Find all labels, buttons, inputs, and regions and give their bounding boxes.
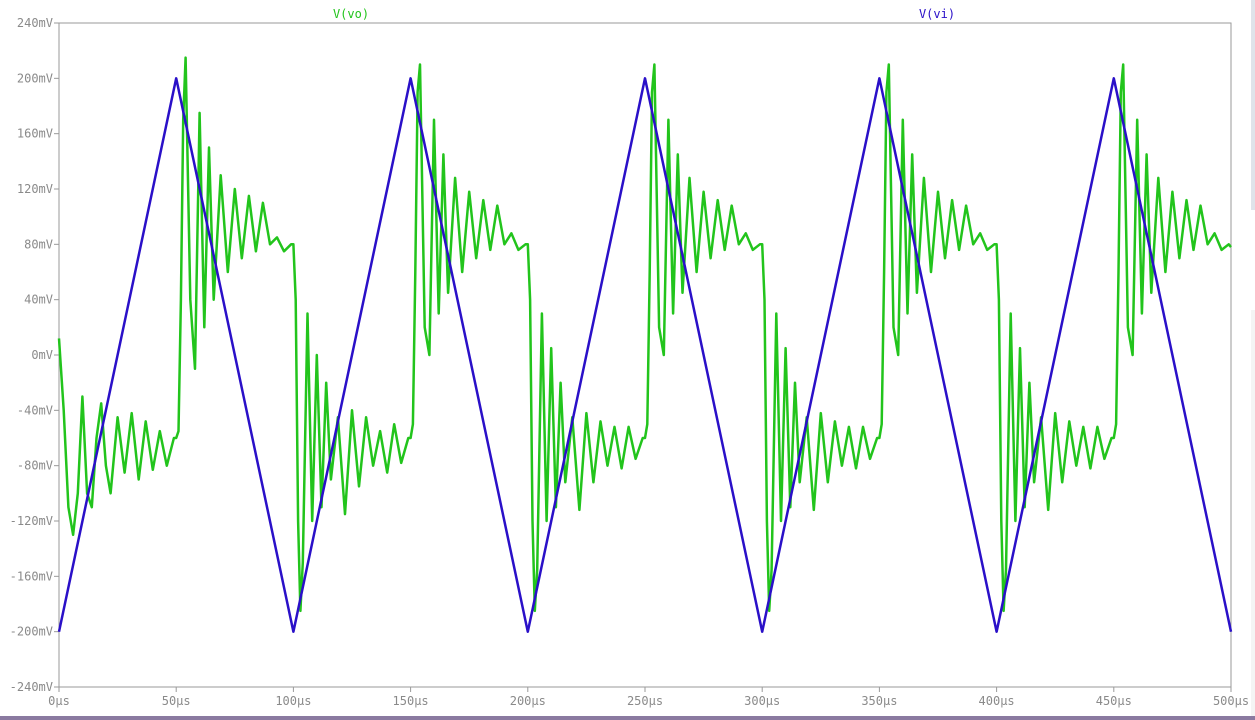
x-tick-label: 250µs (627, 694, 663, 708)
x-tick-label: 100µs (275, 694, 311, 708)
y-tick-label: 80mV (24, 237, 53, 251)
y-tick-label: 0mV (31, 348, 53, 362)
x-tick-label: 50µs (162, 694, 191, 708)
y-tick-label: 40mV (24, 293, 53, 307)
series-line-vi[interactable] (57, 77, 1233, 633)
y-tick-label: -120mV (10, 514, 53, 528)
x-tick-label: 350µs (861, 694, 897, 708)
x-tick-label: 450µs (1096, 694, 1132, 708)
window-edge (1251, 310, 1255, 720)
y-tick-label: -200mV (10, 625, 53, 639)
y-axis: -240mV -200mV -160mV -120mV -80mV -40mV 0mV 40m… (10, 16, 59, 694)
x-axis: 0µs 50µs 100µs 150µs 200µs 250µs 300µs 350µs 400… (48, 687, 1249, 708)
window-bottom-border (0, 716, 1255, 720)
x-tick-label: 0µs (48, 694, 70, 708)
y-tick-label: 120mV (17, 182, 53, 196)
series-label-vi[interactable]: V(vi) (919, 7, 955, 21)
y-tick-label: -240mV (10, 680, 53, 694)
x-tick-label: 400µs (979, 694, 1015, 708)
y-tick-label: -80mV (17, 459, 53, 473)
y-tick-label: -40mV (17, 403, 53, 417)
x-tick-label: 500µs (1213, 694, 1249, 708)
y-tick-label: -160mV (10, 569, 53, 583)
x-tick-label: 200µs (510, 694, 546, 708)
series-layer (57, 56, 1233, 633)
x-tick-label: 150µs (393, 694, 429, 708)
series-line-vo[interactable] (57, 56, 1232, 613)
series-label-vo[interactable]: V(vo) (333, 7, 369, 21)
y-tick-label: 200mV (17, 71, 53, 85)
y-tick-label: 240mV (17, 16, 53, 30)
window-edge (1251, 0, 1255, 210)
plot-area[interactable] (58, 22, 1232, 688)
y-tick-label: 160mV (17, 127, 53, 141)
x-tick-label: 300µs (744, 694, 780, 708)
